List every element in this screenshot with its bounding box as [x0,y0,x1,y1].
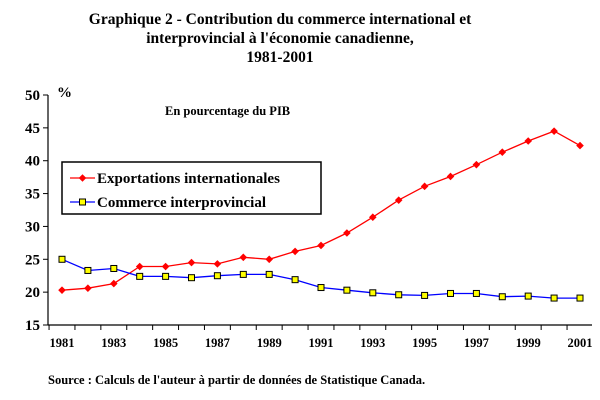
y-tick-label-25: 25 [25,252,40,268]
series-0-point-2001 [576,141,584,150]
x-tick-label-1995: 1995 [412,336,437,350]
y-tick-label-15: 15 [25,318,40,334]
legend-marker-interprovincial [79,198,86,206]
x-tick-label-1997: 1997 [464,336,489,350]
series-1-point-1993 [369,289,377,297]
series-0-point-1987 [213,260,222,268]
series-1-point-1988 [239,270,247,278]
series-1-point-1983 [110,264,118,272]
series-0-point-1993 [369,213,377,222]
legend-label-interprovincial: Commerce interprovincial [97,195,266,211]
series-0-point-1997 [472,160,481,169]
x-tick-label-1987: 1987 [205,336,230,350]
series-1-point-1981 [58,255,66,263]
legend-label-exportations: Exportations internationales [97,171,280,187]
series-0-point-1996 [446,172,455,181]
series-1-point-1992 [343,286,351,294]
legend-marker-exportations [78,174,87,182]
series-1-point-1984 [136,272,144,280]
x-tick-label-1981: 1981 [50,336,75,350]
y-axis-label: % [57,85,72,101]
series-1-point-1985 [162,272,170,280]
y-tick-label-40: 40 [25,154,40,170]
series-0-point-2000 [550,127,558,135]
series-1-point-2001 [576,294,584,302]
source-note: Source : Calculs de l'auteur à partir de… [48,373,426,387]
x-tick-label-1989: 1989 [257,336,282,350]
chart-title: Graphique 2 - Contribution du commerce i… [0,10,560,67]
x-tick-label-1983: 1983 [101,336,126,350]
series-0-point-1999 [524,137,532,145]
series-1-point-1994 [395,291,403,299]
legend: Exportations internationales Commerce in… [61,161,322,215]
series-0-point-1990 [291,247,299,256]
x-tick-label-1991: 1991 [309,336,334,350]
x-tick-label-1993: 1993 [360,336,385,350]
series-0-point-1995 [420,182,429,191]
series-1-point-2000 [550,294,558,302]
x-tick-label-1999: 1999 [516,336,541,350]
series-0-point-1981 [58,286,66,294]
series-0-point-1983 [110,279,118,288]
series-0-point-1982 [84,284,92,292]
chart-title-line-1: Graphique 2 - Contribution du commerce i… [88,11,472,28]
series-0-point-1991 [317,241,325,250]
y-tick-label-50: 50 [25,88,40,104]
chart-axes: 15 20 25 30 35 40 45 50 1981 1983 1985 1987 1989 1991… [25,88,593,350]
series-0-point-1988 [239,253,248,262]
series-0-point-1992 [343,229,351,237]
series-layer [58,127,584,302]
series-1-point-1998 [498,293,506,301]
series-0-point-1989 [265,255,273,264]
legend-entry-exportations: Exportations internationales [70,171,280,187]
y-tick-label-35: 35 [25,187,40,203]
series-1-point-1995 [421,291,429,299]
series-0-point-1984 [135,262,144,271]
series-1-point-1996 [447,289,454,297]
legend-box [61,161,322,215]
chart-title-line-3: 1981-2001 [246,49,314,66]
series-1-point-1999 [524,292,532,300]
series-1-point-1982 [84,266,92,274]
y-tick-label-30: 30 [25,219,40,235]
series-1-point-1987 [213,272,221,280]
chart-title-line-2: interprovincial à l'économie canadienne, [146,30,414,47]
series-1-point-1997 [472,289,480,297]
x-tick-label-1985: 1985 [153,336,178,350]
series-1-point-1991 [317,284,325,292]
series-0-point-1986 [187,258,196,267]
series-1-point-1989 [265,270,273,278]
series-0-point-1985 [161,262,170,271]
y-tick-label-20: 20 [25,285,40,301]
y-tick-label-45: 45 [25,121,40,137]
series-1-point-1990 [291,276,299,284]
series-0-point-1998 [498,148,507,156]
series-0-point-1994 [394,196,403,204]
chart-subtitle: En pourcentage du PIB [165,104,290,118]
series-1-point-1986 [188,274,195,282]
x-tick-label-2001: 2001 [568,336,593,350]
legend-entry-interprovincial: Commerce interprovincial [70,195,266,211]
